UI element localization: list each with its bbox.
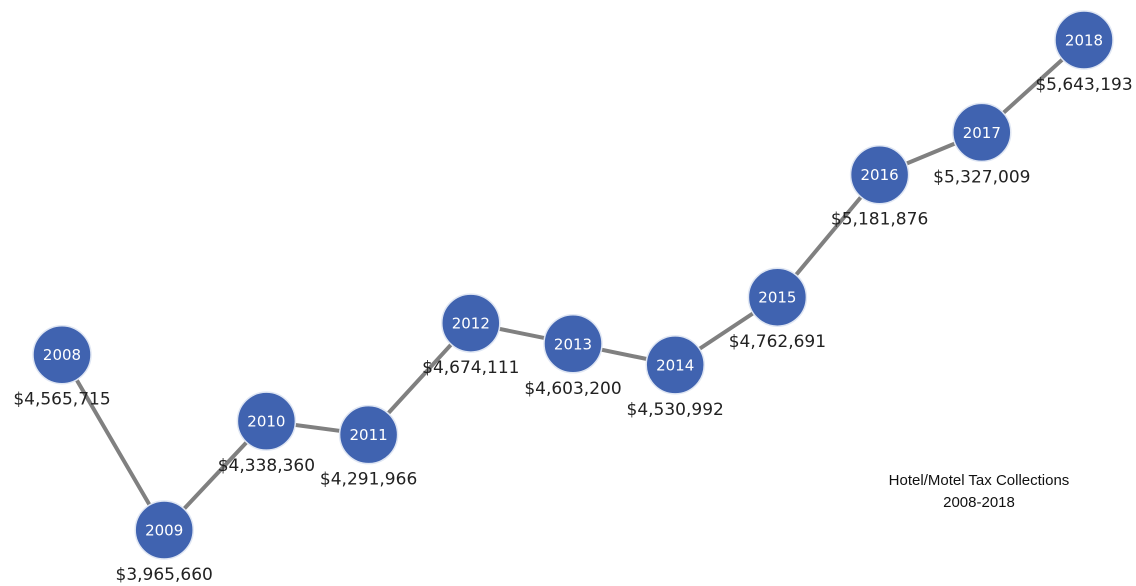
point — [236, 391, 297, 451]
point — [849, 144, 910, 205]
point — [645, 335, 705, 395]
value-label: $5,181,876 — [831, 210, 928, 230]
chart-title: Hotel/Motel Tax Collections — [889, 472, 1070, 489]
value-label: $5,327,009 — [933, 167, 1030, 187]
value-label: $4,674,111 — [422, 358, 519, 378]
year-label: 2008 — [43, 346, 81, 364]
year-label: 2013 — [554, 335, 592, 353]
point — [441, 293, 501, 353]
point — [32, 324, 92, 385]
value-label: $4,530,992 — [627, 400, 724, 420]
year-label: 2016 — [861, 166, 899, 184]
point — [747, 267, 808, 327]
value-label: $4,338,360 — [218, 456, 315, 476]
value-label: $4,603,200 — [524, 379, 621, 399]
year-label: 2018 — [1065, 32, 1103, 50]
year-label: 2010 — [247, 413, 285, 431]
value-label: $5,643,193 — [1035, 75, 1132, 95]
year-label: 2014 — [656, 356, 694, 374]
year-label: 2009 — [145, 522, 183, 540]
point — [952, 102, 1012, 163]
year-label: 2012 — [452, 315, 490, 333]
point — [543, 314, 603, 374]
point — [134, 500, 194, 560]
chart-subtitle: 2008-2018 — [943, 494, 1015, 511]
year-label: 2017 — [963, 124, 1001, 142]
value-label: $4,291,966 — [320, 470, 417, 490]
year-label: 2015 — [758, 289, 796, 307]
value-label: $3,965,660 — [116, 565, 213, 585]
value-label: $4,762,691 — [729, 332, 826, 352]
year-label: 2011 — [350, 426, 388, 444]
trend-line — [60, 38, 1086, 534]
point — [338, 404, 399, 465]
point — [1054, 10, 1114, 70]
value-label: $4,565,715 — [13, 390, 110, 410]
